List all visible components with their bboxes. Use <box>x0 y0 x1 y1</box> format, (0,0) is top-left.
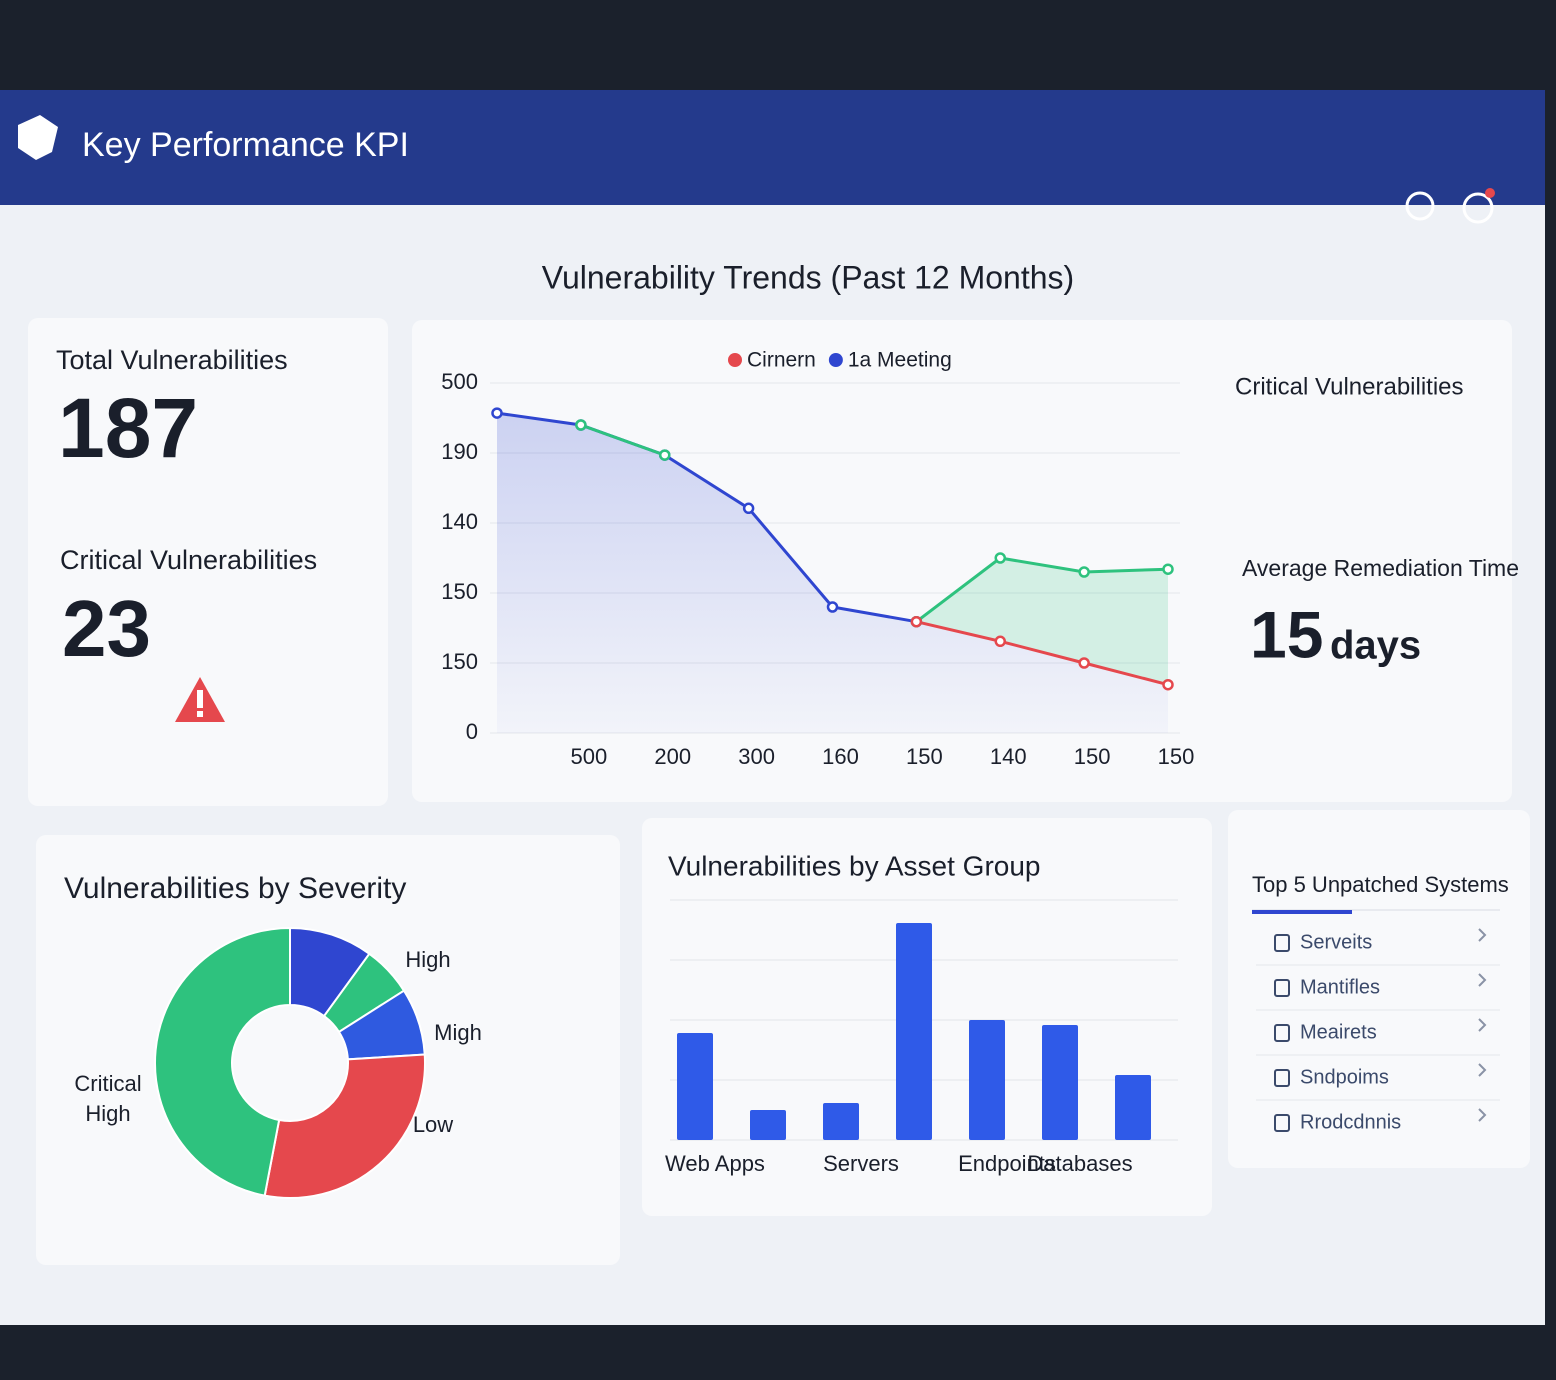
x-tick-label: 160 <box>822 744 859 769</box>
kpi-unit: days <box>1330 624 1421 668</box>
slice-label: Critical High <box>74 1071 142 1126</box>
x-tick-label: 140 <box>990 744 1027 769</box>
item-icon <box>1274 934 1290 952</box>
band <box>916 558 1168 685</box>
settings-icon[interactable] <box>1405 191 1435 221</box>
bar <box>969 1020 1005 1140</box>
kpi-value: 23 <box>62 584 151 673</box>
chevron <box>1478 1108 1487 1122</box>
point <box>1078 566 1090 578</box>
kpi-label: Average Remediation Time <box>1242 555 1519 581</box>
kpi-value: 187 <box>58 381 198 475</box>
chevron <box>1478 928 1487 942</box>
legend-label: 1a Meeting <box>848 349 952 372</box>
y-tick-label: 500 <box>441 369 478 394</box>
list-card <box>1228 810 1530 1168</box>
point <box>1078 657 1090 669</box>
point <box>742 502 755 515</box>
line <box>496 411 917 624</box>
point <box>1162 678 1174 691</box>
line <box>580 423 1169 623</box>
point <box>994 635 1006 648</box>
x-tick-label: 500 <box>571 744 608 769</box>
bar <box>677 1033 713 1140</box>
kpi-label: Total Vulnerabilities <box>56 345 288 375</box>
kpi-value: 15 <box>1250 597 1323 671</box>
card-title: Vulnerabilities by Asset Group <box>668 850 1041 881</box>
x-tick-label: 300 <box>738 744 775 769</box>
point <box>491 407 503 419</box>
legend-label: Cirnern <box>747 349 816 372</box>
y-tick-label: 0 <box>466 719 478 744</box>
line <box>916 620 1169 687</box>
bar <box>823 1103 859 1140</box>
warning-mark <box>197 690 203 708</box>
item-icon <box>1274 1069 1290 1087</box>
bar <box>1042 1025 1078 1140</box>
kpi-label: Critical Vulnerabilities <box>60 545 317 575</box>
card-title: Top 5 Unpatched Systems <box>1252 872 1509 897</box>
y-tick-label: 190 <box>441 439 478 464</box>
warning-dot <box>197 711 203 717</box>
slice-label: Low <box>412 1112 454 1137</box>
trend-title: Vulnerability Trends (Past 12 Months) <box>542 259 1074 295</box>
x-tick-label: Endpoints <box>958 1151 1056 1176</box>
severity-card <box>36 835 620 1265</box>
card-title: Vulnerabilities by Severity <box>64 872 406 905</box>
y-tick-label: 140 <box>441 509 478 534</box>
x-tick-label: Web Apps <box>665 1151 765 1176</box>
x-tick-label: 150 <box>1074 744 1111 769</box>
x-tick-label: 150 <box>1158 744 1195 769</box>
x-tick-label: Servers <box>823 1151 899 1176</box>
item-icon <box>1274 1114 1290 1132</box>
slice-label: High <box>405 947 451 972</box>
area <box>497 413 1168 733</box>
donut-segment <box>154 926 291 1197</box>
y-tick-label: 150 <box>441 649 478 674</box>
x-tick-label: Databases <box>1027 1151 1132 1176</box>
x-tick-label: 150 <box>906 744 943 769</box>
item-icon <box>1274 979 1290 997</box>
list-item: Meairets <box>1300 1021 1377 1043</box>
point <box>1162 563 1174 575</box>
kpi-label: Critical Vulnerabilities <box>1235 373 1464 400</box>
point <box>994 552 1006 564</box>
logo <box>18 115 58 160</box>
y-tick-label: 150 <box>441 579 478 604</box>
header-title: Key Performance KPI <box>82 126 409 164</box>
item-icon <box>1274 1024 1290 1042</box>
legend-swatch <box>728 353 742 367</box>
list-item: Mantifles <box>1300 976 1380 998</box>
bar <box>1115 1075 1151 1140</box>
point <box>910 615 923 628</box>
notification-icon[interactable] <box>1462 192 1494 224</box>
slice-label: Migh <box>434 1020 482 1045</box>
list-item: Sndpoims <box>1300 1066 1389 1088</box>
point <box>826 601 839 613</box>
chevron <box>1478 1063 1487 1077</box>
donut-segment <box>263 1053 426 1199</box>
header-bar <box>0 90 1545 205</box>
list-item: Serveits <box>1300 931 1372 953</box>
notification-dot <box>1485 188 1495 198</box>
bar <box>750 1110 786 1140</box>
point <box>575 419 587 431</box>
chevron <box>1478 973 1487 987</box>
chevron <box>1478 1018 1487 1032</box>
bar <box>896 923 932 1140</box>
list-item: Rrodcdnnis <box>1300 1111 1401 1133</box>
x-tick-label: 200 <box>654 744 691 769</box>
point <box>659 449 671 461</box>
kpi-card <box>28 318 388 806</box>
legend-swatch <box>828 353 843 367</box>
